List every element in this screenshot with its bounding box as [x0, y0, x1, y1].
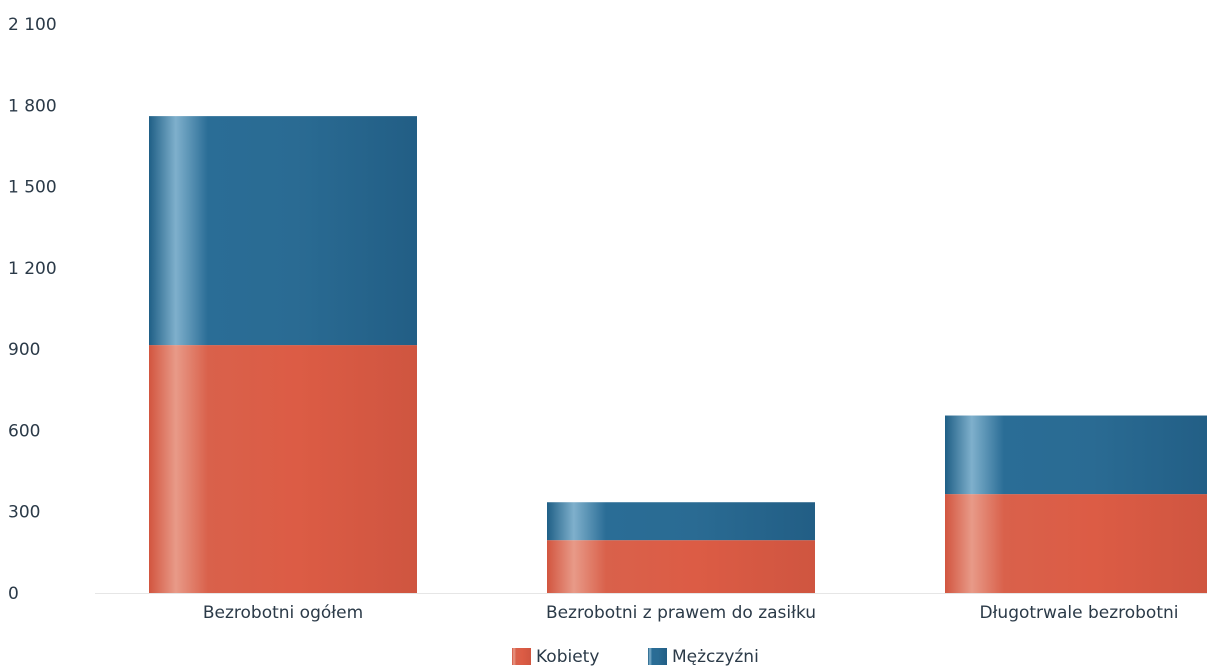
y-tick-label: 300 [8, 503, 40, 523]
y-tick-label: 1 200 [8, 259, 57, 279]
x-category-label: Bezrobotni ogółem [203, 603, 363, 623]
bar-segment-kobiety [547, 540, 815, 593]
bar-segment-kobiety [149, 345, 417, 593]
y-axis: 0 300 600 900 1 200 1 500 1 800 2 100 [8, 15, 57, 604]
bar-segment-mezczyzni [945, 415, 1207, 495]
legend: Kobiety Mężczyźni [512, 647, 759, 667]
y-tick-label: 0 [8, 584, 19, 604]
y-tick-label: 900 [8, 340, 40, 360]
y-tick-label: 600 [8, 421, 40, 441]
y-tick-label: 2 100 [8, 15, 57, 35]
bar-segment-kobiety [945, 494, 1207, 593]
y-tick-label: 1 800 [8, 96, 57, 116]
y-tick-label: 1 500 [8, 178, 57, 198]
legend-swatch-kobiety [512, 648, 531, 665]
bar-segment-mezczyzni [149, 116, 417, 346]
legend-label: Kobiety [536, 647, 599, 667]
x-category-label: Bezrobotni z prawem do zasiłku [546, 603, 816, 623]
bar-segment-mezczyzni [547, 502, 815, 541]
legend-swatch-mezczyzni [648, 648, 667, 665]
bars [149, 116, 1207, 593]
x-axis: Bezrobotni ogółem Bezrobotni z prawem do … [95, 593, 1207, 623]
legend-label: Mężczyźni [672, 647, 759, 667]
x-category-label: Długotrwale bezrobotni [980, 603, 1179, 623]
